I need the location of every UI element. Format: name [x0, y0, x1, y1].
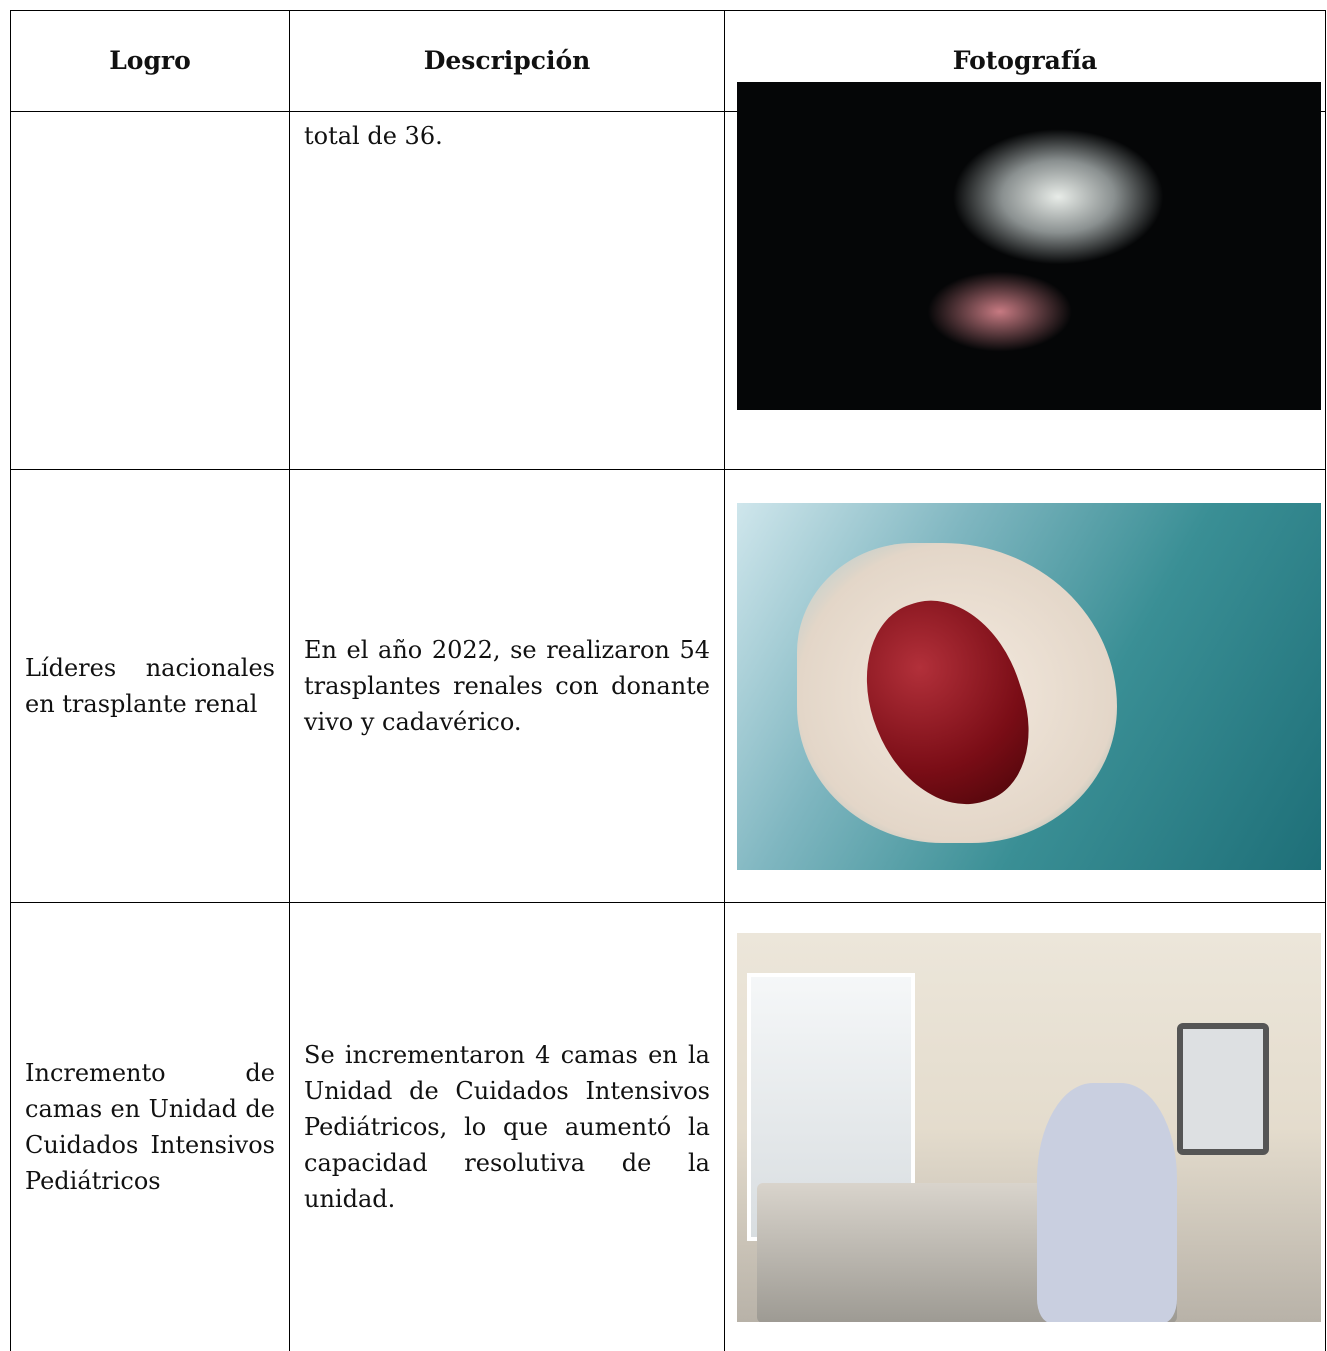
row: Incremento de camas en Unidad de Cuidado…	[10, 902, 1326, 1351]
photo-cell	[724, 82, 1326, 470]
cell	[10, 111, 290, 470]
photo	[737, 932, 1321, 1322]
cell: Incremento de camas en Unidad de Cuidado…	[10, 902, 290, 1351]
photo	[737, 502, 1321, 870]
header-cell: Descripción	[289, 10, 725, 112]
photo-detail	[1177, 1022, 1269, 1155]
cell: En el año 2022, se realizaron 54 traspla…	[289, 469, 725, 903]
header-cell: Logro	[10, 10, 290, 112]
photo-detail	[1037, 1082, 1177, 1322]
row: total de 36.	[10, 82, 1326, 470]
cell: Se incrementaron 4 camas en la Unidad de…	[289, 902, 725, 1351]
description: total de 36.	[304, 122, 443, 150]
description: En el año 2022, se realizaron 54 traspla…	[304, 636, 710, 736]
description: Se incrementaron 4 camas en la Unidad de…	[304, 1041, 710, 1213]
photo	[737, 82, 1321, 410]
photo-cell	[724, 902, 1326, 1351]
photo-cell	[724, 469, 1326, 903]
achievement: Líderes nacionales en trasplante renal	[25, 654, 275, 718]
row: Líderes nacionales en trasplante renal E…	[10, 469, 1326, 903]
cell: Líderes nacionales en trasplante renal	[10, 469, 290, 903]
achievements-table: Logro Descripción Fotografía total de 36…	[10, 10, 1326, 1351]
cell: total de 36.	[289, 111, 725, 470]
header-row: Logro Descripción Fotografía	[10, 10, 1326, 112]
achievement: Incremento de camas en Unidad de Cuidado…	[25, 1059, 275, 1195]
